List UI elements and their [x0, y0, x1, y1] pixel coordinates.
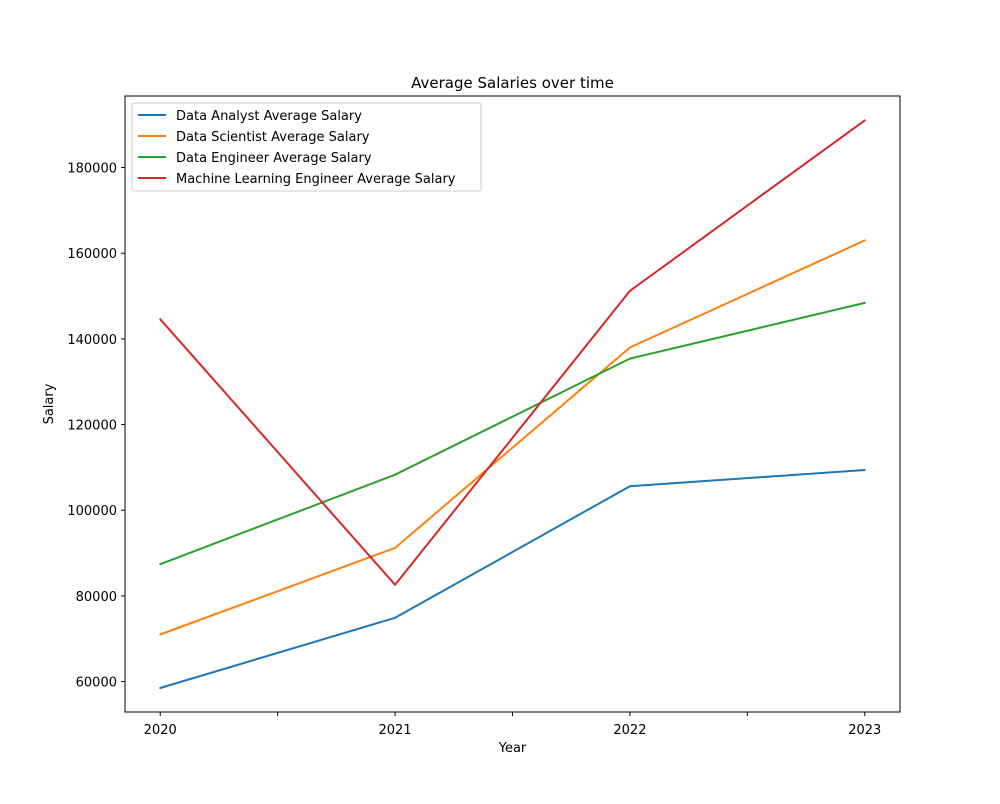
x-tick-label: 2020	[144, 723, 177, 738]
legend-label: Data Analyst Average Salary	[176, 109, 362, 124]
data-point	[628, 357, 631, 360]
data-point	[628, 485, 631, 488]
x-tick-label: 2022	[613, 723, 646, 738]
data-point	[159, 563, 162, 566]
data-point	[394, 546, 397, 549]
y-tick-label: 140000	[67, 333, 117, 348]
data-point	[159, 687, 162, 690]
data-point	[628, 346, 631, 349]
series-line-1	[159, 469, 865, 689]
y-tick-label: 180000	[67, 162, 117, 177]
series-line-3	[159, 301, 866, 566]
x-tick-label: 2021	[379, 723, 412, 738]
series-layer	[159, 119, 866, 690]
y-tick-label: 120000	[67, 419, 117, 434]
y-tick-label: 100000	[67, 504, 117, 519]
data-point	[159, 633, 162, 636]
data-point	[394, 473, 397, 476]
data-point	[394, 583, 397, 586]
x-axis-label: Year	[498, 741, 527, 756]
data-point	[863, 301, 866, 304]
x-tick-label: 2023	[848, 723, 881, 738]
chart-title: Average Salaries over time	[411, 74, 614, 92]
ticks-layer: 2020 2021 2022 2023 60000 80000 100000 120000 14…	[67, 162, 881, 738]
data-point	[863, 119, 866, 122]
y-axis-label: Salary	[42, 383, 57, 424]
legend: Data Analyst Average Salary Data Scientis…	[131, 102, 482, 192]
legend-label: Data Scientist Average Salary	[176, 130, 370, 145]
data-point	[394, 616, 397, 619]
legend-label: Machine Learning Engineer Average Salary	[176, 172, 456, 187]
data-point	[628, 289, 631, 292]
data-point	[863, 239, 866, 242]
series-line-2	[159, 239, 866, 636]
y-tick-label: 60000	[76, 676, 117, 691]
legend-label: Data Engineer Average Salary	[176, 151, 372, 166]
data-point	[159, 318, 162, 321]
series-line-4	[159, 119, 866, 586]
y-tick-label: 160000	[67, 247, 117, 262]
y-tick-label: 80000	[76, 590, 117, 605]
legend-box	[131, 102, 482, 192]
plot-frame	[124, 95, 901, 713]
data-point	[863, 468, 866, 471]
